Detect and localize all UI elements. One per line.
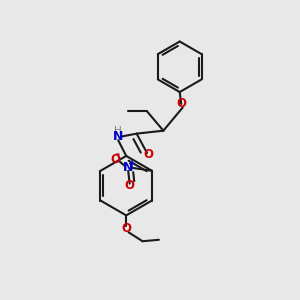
Text: +: + (128, 159, 136, 169)
Text: O: O (110, 153, 120, 166)
Text: O: O (121, 222, 131, 235)
Text: H: H (114, 126, 122, 136)
Text: O: O (176, 98, 186, 110)
Text: N: N (113, 130, 123, 143)
Text: O: O (125, 179, 135, 192)
Text: -: - (114, 148, 119, 161)
Text: N: N (123, 161, 134, 174)
Text: O: O (143, 148, 154, 161)
